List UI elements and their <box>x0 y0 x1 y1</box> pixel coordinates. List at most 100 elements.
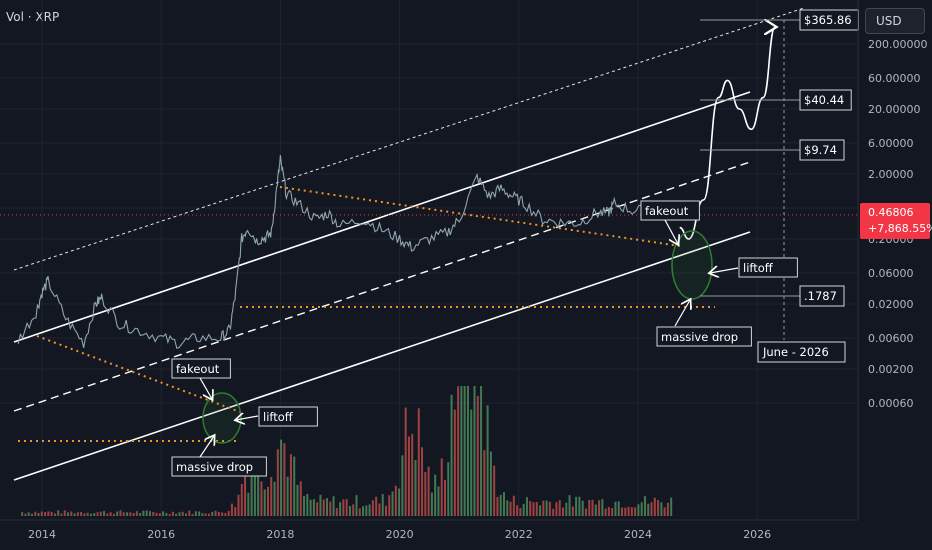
y-tick-label: 2.00000 <box>868 168 914 181</box>
x-tick-label: 2016 <box>147 528 175 541</box>
volume-bar <box>214 510 217 516</box>
volume-bar <box>57 510 60 516</box>
y-tick-label: 0.00600 <box>868 332 914 345</box>
volume-bar <box>578 496 581 516</box>
volume-bar <box>496 496 499 516</box>
volume-bar <box>575 496 578 516</box>
volume-bar <box>457 386 460 516</box>
volume-bar <box>227 510 230 516</box>
volume-bar <box>345 499 348 516</box>
volume-bar <box>371 500 374 516</box>
target-label-t3: $9.74 <box>804 143 837 157</box>
volume-bar <box>175 513 178 516</box>
volume-bar <box>109 512 112 516</box>
volume-bar <box>503 492 506 516</box>
volume-bar <box>142 510 145 516</box>
x-tick-label: 2018 <box>266 528 294 541</box>
target-label-t2: $40.44 <box>804 93 844 107</box>
price-axis[interactable]: 200.00000 60.00000 20.00000 6.00000 2.00000 0… <box>857 0 932 520</box>
volume-bar <box>434 474 437 516</box>
annotation-massive_drop_2017: massive drop <box>176 460 253 474</box>
volume-bar <box>398 488 401 516</box>
y-tick-label: 0.00200 <box>868 363 914 376</box>
channel-outer <box>13 7 805 271</box>
volume-bar <box>473 386 476 516</box>
volume-bar <box>260 481 263 516</box>
volume-bar <box>489 451 492 516</box>
volume-bar <box>237 494 240 516</box>
volume-bar <box>293 456 296 516</box>
volume-bar <box>670 497 673 516</box>
volume-bar <box>204 513 207 516</box>
volume-bar <box>73 513 76 516</box>
volume-bar <box>80 511 83 516</box>
volume-bar <box>365 505 368 516</box>
volume-bar <box>594 504 597 516</box>
volume-bar <box>424 471 427 516</box>
volume-bar <box>568 495 571 516</box>
volume-bar <box>319 494 322 516</box>
volume-bar <box>240 484 243 516</box>
volume-bar <box>545 500 548 516</box>
volume-bar <box>614 501 617 516</box>
volume-bar <box>325 498 328 516</box>
volume-bar <box>368 504 371 516</box>
volume-bar <box>27 512 30 516</box>
volume-bar <box>221 512 224 516</box>
volume-bar <box>250 470 253 516</box>
volume-bar <box>571 506 574 516</box>
volume-bar <box>591 499 594 516</box>
annotation-liftoff_2025: liftoff <box>743 261 774 275</box>
volume-bar <box>191 513 194 516</box>
time-axis[interactable]: 2014 2016 2018 2020 2022 2024 2026 <box>0 519 858 541</box>
annotation-box <box>738 257 798 278</box>
currency-button[interactable]: USD <box>865 8 925 34</box>
volume-bar <box>122 512 125 516</box>
target-label-box <box>799 139 845 161</box>
volume-bar <box>529 501 532 516</box>
volume-bar <box>460 386 463 516</box>
volume-bar <box>322 499 325 516</box>
volume-bar <box>470 409 473 516</box>
volume-bar <box>430 492 433 516</box>
annotation-massive_drop_2025: massive drop <box>661 330 738 344</box>
volume-bar <box>581 500 584 516</box>
price-series <box>17 155 667 349</box>
volume-bar <box>601 499 604 516</box>
channel-mid <box>13 161 751 412</box>
pointer-arrow <box>710 268 739 273</box>
volume-bar <box>404 407 407 516</box>
annotation-box <box>258 406 318 427</box>
volume-bar <box>129 512 132 516</box>
volume-bar <box>598 500 601 516</box>
volume-bar <box>348 505 351 516</box>
volume-bar <box>171 511 174 516</box>
volume-bar <box>634 507 637 516</box>
volume-bar <box>637 504 640 516</box>
target-label-t1: $365.86 <box>804 13 852 27</box>
annotation-box <box>640 200 700 221</box>
volume-bar <box>407 436 410 516</box>
volume-bar <box>89 513 92 516</box>
volume-bar <box>512 495 515 516</box>
volume-bar <box>437 486 440 516</box>
volume-bar <box>604 508 607 516</box>
volume-bar <box>63 510 66 516</box>
volume-bar <box>126 512 129 516</box>
pointer-arrow <box>674 300 690 327</box>
annotation-liftoff_2017: liftoff <box>263 410 294 424</box>
volume-bar <box>30 513 33 516</box>
volume-bar <box>162 511 165 516</box>
volume-bar <box>414 460 417 516</box>
volume-bar <box>50 511 53 516</box>
y-tick-label: 20.00000 <box>868 103 921 116</box>
volume-bar <box>178 512 181 516</box>
volume-bar <box>230 503 233 516</box>
volume-bar <box>21 512 24 516</box>
volume-bar <box>309 499 312 516</box>
volume-bar <box>542 500 545 516</box>
volume-bar <box>283 443 286 516</box>
volume-bar <box>280 439 283 516</box>
volume-bar <box>198 511 201 516</box>
